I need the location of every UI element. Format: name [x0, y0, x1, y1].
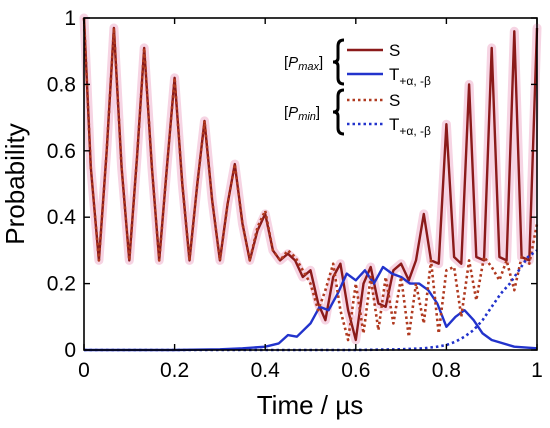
legend-entry-3: T+α, -β — [389, 115, 431, 138]
axes — [83, 17, 538, 351]
legend-entry-2: S — [389, 91, 400, 110]
legend-entry-0: S — [389, 41, 400, 60]
legend: [Pmax] [Pmin] S T+α, -β S T+α, -β — [284, 38, 431, 138]
legend-entry-1: T+α, -β — [389, 65, 431, 88]
y-axis-title: Probability — [0, 123, 30, 244]
y-tick-label: 0.2 — [47, 273, 76, 296]
x-tick-label: 1 — [531, 359, 543, 382]
series-line-2 — [82, 17, 539, 342]
y-tick-label: 0.6 — [47, 140, 76, 163]
y-tick-label: 0.4 — [47, 206, 77, 229]
x-tick-label: 0.4 — [251, 359, 281, 382]
y-tick-label: 0 — [64, 339, 76, 362]
legend-brace — [332, 88, 345, 136]
series-layer — [79, 13, 542, 352]
x-tick-label: 0.6 — [341, 359, 370, 382]
ticks: 0 0.2 0.4 0.6 0.8 1 0 0.2 0.4 0.6 0.8 1 — [47, 7, 543, 382]
x-tick-label: 0.8 — [432, 359, 461, 382]
y-tick-label: 1 — [64, 7, 76, 30]
legend-group-label: [Pmax] — [284, 54, 323, 73]
x-axis-title: Time / µs — [257, 390, 363, 420]
axes-frame — [83, 17, 538, 351]
y-tick-label: 0.8 — [47, 73, 76, 96]
legend-group-label: [Pmin] — [284, 104, 320, 123]
x-tick-label: 0.2 — [160, 359, 189, 382]
legend-brace — [332, 38, 345, 86]
x-tick-label: 0 — [78, 359, 90, 382]
